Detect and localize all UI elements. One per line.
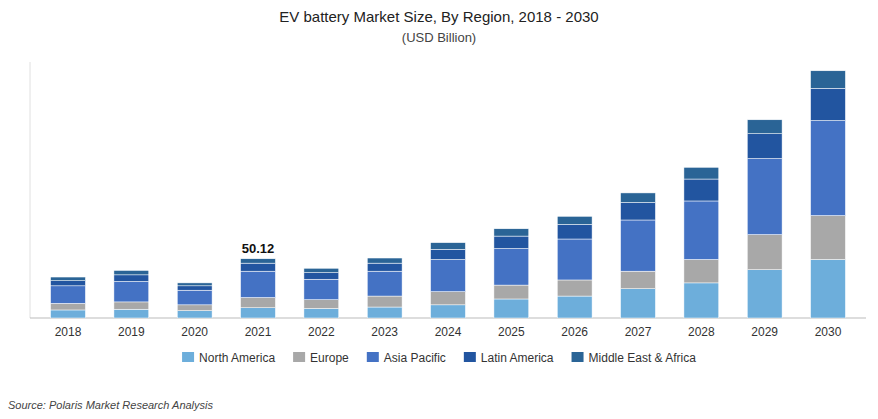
bar-segment: [747, 235, 782, 270]
bar-segment: [811, 216, 846, 260]
y-axis-line: [30, 62, 31, 318]
bar-segment: [747, 134, 782, 159]
legend: North America Europe Asia Pacific Latin Ame…: [182, 351, 696, 365]
bars: [51, 71, 846, 318]
bar-segment: [177, 286, 212, 290]
source: Source: Polaris Market Research Analysis: [8, 399, 214, 411]
bar-segment: [684, 259, 719, 282]
bar-segment: [747, 159, 782, 235]
bar-segment: [304, 268, 339, 272]
x-tick-label: 2021: [245, 325, 272, 339]
bar-segment: [494, 249, 529, 286]
bar-segment: [557, 280, 592, 296]
bar-segment: [51, 303, 86, 310]
bar-segment: [304, 300, 339, 309]
legend-label: Europe: [310, 351, 349, 365]
x-tick-label: 2019: [118, 325, 145, 339]
bar-segment: [684, 283, 719, 318]
bar-segment: [621, 193, 656, 203]
bar-segment: [367, 263, 402, 271]
legend-swatch: [367, 352, 379, 362]
x-tick-label: 2022: [308, 325, 335, 339]
bar-segment: [114, 270, 149, 274]
bar-segment: [367, 271, 402, 296]
x-tick-label: 2027: [625, 325, 652, 339]
bar-segment: [241, 308, 276, 318]
bar-segment: [811, 71, 846, 89]
chart: EV battery Market Size, By Region, 2018 …: [0, 0, 878, 419]
bar-segment: [241, 271, 276, 297]
x-tick-label: 2029: [751, 325, 778, 339]
bar-segment: [177, 311, 212, 318]
bar-segment: [304, 308, 339, 318]
bar-segment: [431, 249, 466, 259]
bar-segment: [621, 220, 656, 271]
x-tick-label: 2030: [815, 325, 842, 339]
bar-segment: [114, 309, 149, 318]
bar-segment: [684, 167, 719, 179]
legend-swatch: [464, 352, 476, 362]
legend-swatch: [182, 352, 194, 362]
bar-segment: [557, 224, 592, 239]
bar-segment: [177, 283, 212, 286]
bar-segment: [494, 236, 529, 248]
bar-segment: [367, 296, 402, 307]
x-tick-label: 2028: [688, 325, 715, 339]
bar-segment: [431, 292, 466, 305]
bar-segment: [684, 179, 719, 201]
bar-segment: [811, 259, 846, 318]
bar-segment: [114, 275, 149, 282]
bar-segment: [494, 285, 529, 299]
annotation: 50.12: [242, 241, 275, 256]
bar-segment: [51, 310, 86, 318]
bar-segment: [114, 302, 149, 309]
bar-segment: [747, 270, 782, 318]
title: EV battery Market Size, By Region, 2018 …: [279, 8, 598, 25]
bar-segment: [51, 277, 86, 281]
bar-segment: [304, 279, 339, 299]
legend-label: Latin America: [481, 351, 554, 365]
bar-segment: [304, 273, 339, 280]
bar-segment: [431, 259, 466, 291]
bar-segment: [431, 243, 466, 250]
bar-segment: [177, 305, 212, 311]
x-tick-label: 2020: [181, 325, 208, 339]
x-tick-label: 2025: [498, 325, 525, 339]
bar-segment: [494, 299, 529, 318]
bar-segment: [114, 281, 149, 301]
bar-segment: [367, 258, 402, 263]
bar-segment: [811, 121, 846, 216]
legend-label: Middle East & Africa: [589, 351, 697, 365]
bar-segment: [177, 290, 212, 305]
bar-segment: [684, 201, 719, 260]
bar-segment: [557, 216, 592, 224]
bar-segment: [621, 289, 656, 318]
bar-segment: [494, 229, 529, 236]
bar-segment: [621, 271, 656, 289]
x-tick-label: 2026: [561, 325, 588, 339]
bar-segment: [431, 305, 466, 318]
bar-segment: [51, 281, 86, 286]
bar-segment: [241, 298, 276, 308]
subtitle: (USD Billion): [402, 30, 476, 45]
bar-segment: [811, 88, 846, 120]
bar-segment: [51, 286, 86, 304]
bar-segment: [747, 120, 782, 134]
legend-label: Asia Pacific: [384, 351, 446, 365]
x-tick-label: 2023: [371, 325, 398, 339]
bar-segment: [621, 202, 656, 220]
bar-segment: [557, 239, 592, 280]
x-tick-label: 2024: [435, 325, 462, 339]
x-tick-label: 2018: [55, 325, 82, 339]
bar-segment: [557, 296, 592, 318]
bar-segment: [367, 307, 402, 318]
legend-label: North America: [199, 351, 275, 365]
bar-segment: [241, 263, 276, 271]
bar-segment: [241, 259, 276, 263]
legend-swatch: [293, 352, 305, 362]
legend-swatch: [572, 352, 584, 362]
